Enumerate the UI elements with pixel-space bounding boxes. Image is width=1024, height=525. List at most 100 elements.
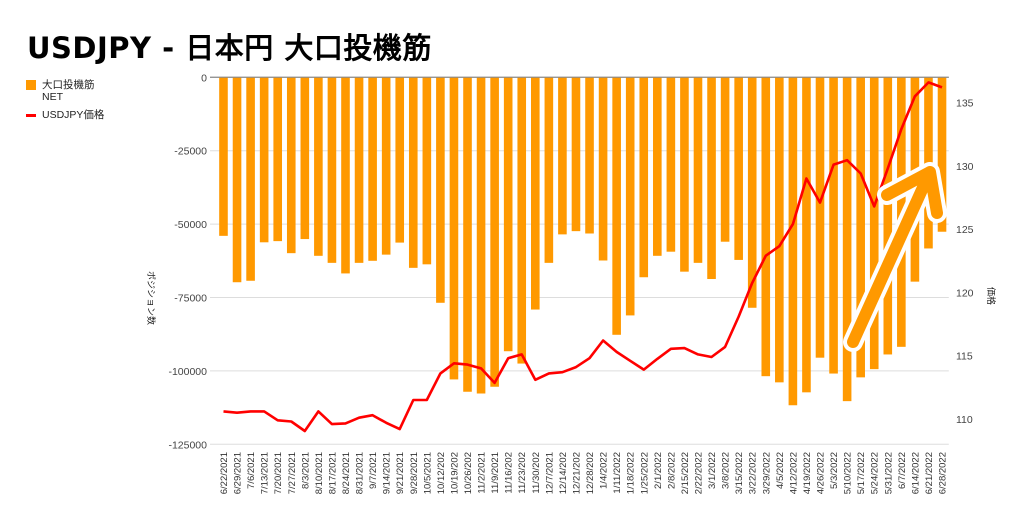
x-tick-label: 5/3/2022 bbox=[829, 452, 840, 489]
x-tick-label: 9/28/2021 bbox=[409, 452, 420, 494]
bar bbox=[422, 77, 432, 265]
bar bbox=[856, 77, 865, 378]
bar bbox=[449, 77, 459, 380]
arrow-annotation bbox=[847, 166, 943, 348]
bar bbox=[761, 77, 771, 377]
x-tick-label: 11/16/202 bbox=[504, 452, 515, 494]
x-tick-label: 4/12/2022 bbox=[788, 452, 799, 494]
bar bbox=[368, 77, 377, 261]
x-tick-label: 3/29/2022 bbox=[761, 452, 772, 494]
bar bbox=[544, 77, 554, 263]
x-tick-label: 3/22/2022 bbox=[748, 452, 759, 494]
x-tick-label: 4/5/2022 bbox=[775, 452, 786, 489]
bar bbox=[639, 77, 649, 278]
y2-tick-label: 115 bbox=[956, 351, 973, 363]
x-tick-label: 11/23/202 bbox=[517, 452, 528, 494]
x-tick-label: 5/31/2022 bbox=[883, 452, 894, 494]
bar bbox=[829, 77, 838, 374]
x-tick-label: 3/15/2022 bbox=[734, 452, 745, 494]
bar bbox=[273, 77, 283, 242]
x-tick-label: 3/8/2022 bbox=[721, 452, 732, 489]
legend-swatch-line bbox=[26, 114, 36, 117]
y-tick-label: -75000 bbox=[174, 293, 207, 305]
x-tick-label: 1/4/2022 bbox=[599, 452, 610, 489]
x-tick-label: 6/28/2022 bbox=[938, 452, 949, 494]
bar bbox=[503, 77, 513, 352]
y-tick-label: -50000 bbox=[174, 219, 207, 231]
bar bbox=[598, 77, 608, 261]
x-tick-label: 10/5/2021 bbox=[422, 452, 433, 494]
y2-axis-title: 価格 bbox=[986, 287, 997, 305]
x-tick-label: 8/24/2021 bbox=[341, 452, 352, 494]
bar bbox=[259, 77, 269, 243]
legend-label-usdjpy: USDJPY価格 bbox=[42, 109, 105, 121]
x-tick-label: 6/21/2022 bbox=[924, 452, 935, 494]
bar bbox=[395, 77, 405, 243]
bar bbox=[314, 77, 323, 256]
x-tick-label: 2/15/2022 bbox=[680, 452, 691, 494]
bar bbox=[842, 77, 852, 402]
bar bbox=[219, 77, 228, 236]
bar bbox=[788, 77, 798, 406]
x-tick-label: 11/2/2021 bbox=[477, 452, 488, 494]
bar bbox=[775, 77, 784, 383]
x-tick-label: 6/7/2022 bbox=[897, 452, 908, 489]
bar bbox=[747, 77, 757, 308]
x-tick-label: 1/18/2022 bbox=[626, 452, 637, 494]
x-tick-label: 8/10/2021 bbox=[314, 452, 325, 494]
x-tick-label: 3/1/2022 bbox=[707, 452, 718, 489]
y2-tick-label: 110 bbox=[956, 414, 973, 426]
x-tick-label: 6/22/2021 bbox=[219, 452, 230, 494]
y-tick-label: -25000 bbox=[174, 146, 207, 158]
x-tick-label: 12/14/202 bbox=[558, 452, 569, 494]
x-tick-label: 12/28/202 bbox=[585, 452, 596, 494]
y-tick-label: 0 bbox=[201, 72, 207, 84]
bar bbox=[286, 77, 296, 254]
x-tick-label: 7/6/2021 bbox=[246, 452, 257, 489]
x-tick-label: 5/10/2022 bbox=[843, 452, 854, 494]
bar bbox=[354, 77, 364, 263]
bar bbox=[653, 77, 662, 256]
bar bbox=[802, 77, 811, 393]
bar bbox=[707, 77, 716, 280]
bar bbox=[408, 77, 418, 268]
bar bbox=[680, 77, 689, 272]
x-tick-label: 8/3/2021 bbox=[300, 452, 311, 489]
x-tick-label: 11/30/202 bbox=[531, 452, 542, 494]
bar bbox=[341, 77, 350, 274]
y2-tick-label: 120 bbox=[956, 287, 974, 299]
x-tick-label: 6/14/2022 bbox=[910, 452, 921, 494]
x-tick-label: 1/25/2022 bbox=[639, 452, 650, 494]
legend-label-net-line2: NET bbox=[42, 91, 63, 103]
x-tick-label: 5/17/2022 bbox=[856, 452, 867, 494]
x-tick-label: 2/1/2022 bbox=[653, 452, 664, 489]
x-tick-label: 5/24/2022 bbox=[870, 452, 881, 494]
bar bbox=[571, 77, 581, 232]
x-tick-label: 7/13/2021 bbox=[260, 452, 271, 494]
x-tick-label: 10/19/202 bbox=[450, 452, 461, 494]
y-tick-label: -100000 bbox=[168, 366, 207, 378]
x-tick-label: 11/9/2021 bbox=[490, 452, 501, 494]
bar bbox=[300, 77, 310, 240]
x-tick-label: 4/19/2022 bbox=[802, 452, 813, 494]
legend-label-net-line1: 大口投機筋 bbox=[42, 79, 95, 91]
bar bbox=[666, 77, 676, 252]
x-tick-label: 9/14/2021 bbox=[382, 452, 393, 494]
bar bbox=[530, 77, 540, 310]
x-tick-label: 2/22/2022 bbox=[694, 452, 705, 494]
bar bbox=[517, 77, 527, 364]
bar bbox=[720, 77, 730, 242]
bar bbox=[246, 77, 255, 281]
x-tick-label: 8/17/2021 bbox=[327, 452, 338, 494]
x-tick-label: 9/7/2021 bbox=[368, 452, 379, 489]
bar bbox=[937, 77, 947, 232]
bar bbox=[490, 77, 499, 387]
bar bbox=[436, 77, 445, 303]
y2-tick-label: 125 bbox=[956, 224, 974, 236]
x-tick-label: 7/27/2021 bbox=[287, 452, 298, 494]
bar bbox=[463, 77, 472, 392]
bar bbox=[558, 77, 567, 235]
bar bbox=[693, 77, 703, 263]
x-tick-label: 12/21/202 bbox=[572, 452, 583, 494]
